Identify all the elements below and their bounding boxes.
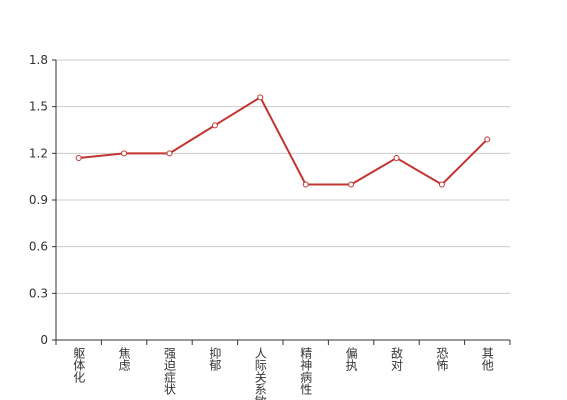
line (78, 95, 489, 186)
x-tick-label: 偏执 (344, 346, 358, 372)
point (121, 150, 128, 157)
x-tick-label: 人际关系敏感 (253, 347, 267, 400)
x-tick-label: 强迫症状 (163, 347, 177, 395)
x-tick-label: 躯体化 (72, 346, 86, 384)
point (348, 181, 355, 188)
x-tick-label: 抑郁 (208, 346, 222, 372)
y-tick-label: 1.5 (29, 100, 48, 114)
point (438, 181, 445, 188)
point (211, 122, 218, 129)
y-tick-label: 0.6 (29, 240, 48, 254)
point (393, 155, 400, 161)
x-tick-label: 恐怖 (435, 347, 449, 371)
point (302, 181, 309, 188)
point (484, 136, 491, 143)
y-tick-label: 1.2 (29, 146, 48, 160)
y-tick-label: 0.3 (29, 286, 48, 300)
y-tick-label: 0 (40, 333, 48, 347)
y-tick-label: 0.9 (29, 193, 48, 207)
point (166, 150, 173, 157)
y-tick-label: 1.8 (29, 53, 48, 67)
point (257, 94, 264, 101)
x-tick-label: 敌对 (390, 346, 404, 371)
x-tick-label: 精神病性 (299, 347, 313, 396)
x-tick-label: 其他 (480, 347, 494, 371)
point (75, 155, 82, 161)
x-tick-label: 焦虑 (117, 347, 131, 371)
